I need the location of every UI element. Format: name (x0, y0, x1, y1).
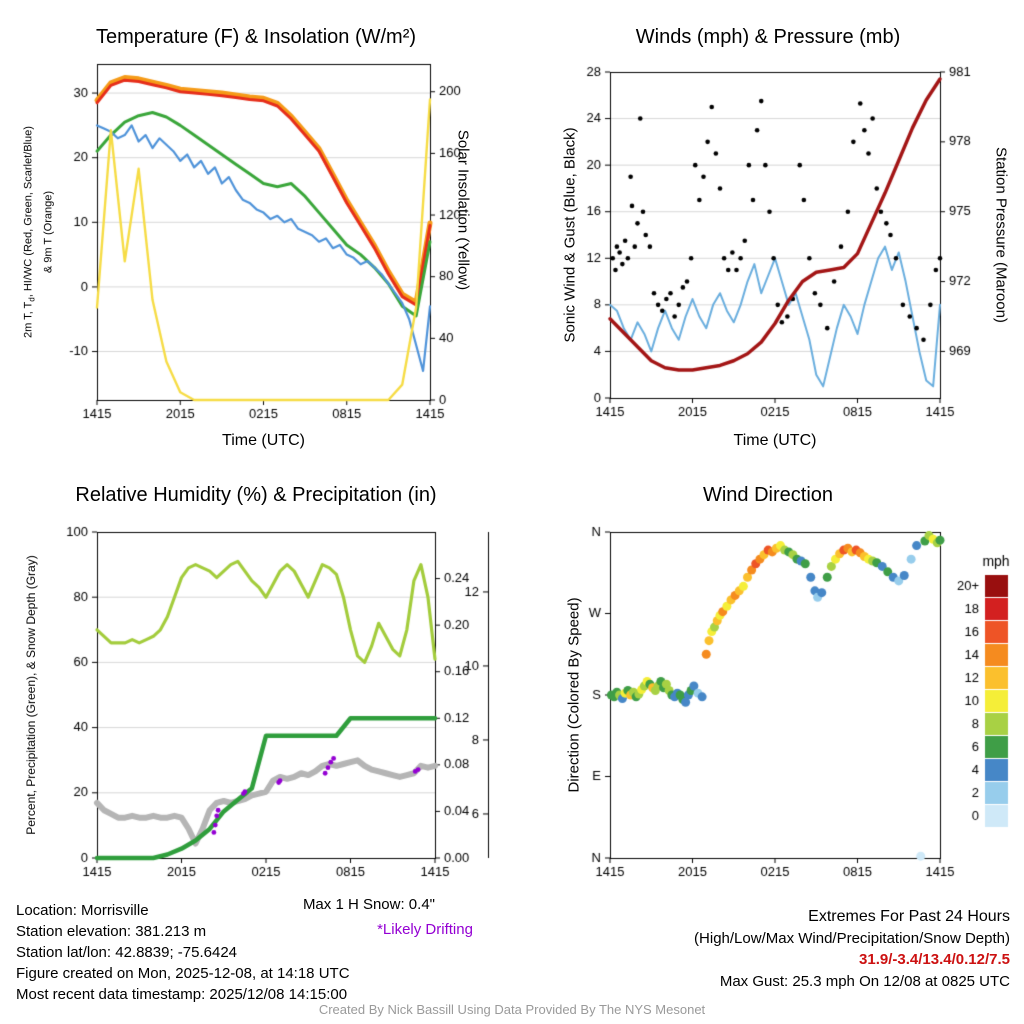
time-axis-label: Time (UTC) (222, 432, 305, 449)
extremes-values: 31.9/-3.4/13.4/0.12/7.5 (859, 951, 1010, 968)
wind-direction-chart: Wind Direction Direction (Colored By Spe… (512, 470, 1024, 915)
time-axis-label: Time (UTC) (733, 432, 817, 449)
wind-pressure-chart-title: Winds (mph) & Pressure (mb) (635, 26, 901, 48)
figure-created-timestamp: Figure created on Mon, 2025-12-08, at 14… (16, 965, 350, 982)
most-recent-data-timestamp: Most recent data timestamp: 2025/12/08 1… (16, 986, 348, 1003)
station-location: Location: Morrisville (16, 902, 149, 919)
humidity-precip-chart: Relative Humidity (%) & Precipitation (i… (0, 470, 512, 915)
wind-pressure-chart: Winds (mph) & Pressure (mb) Sonic Wind &… (512, 0, 1024, 470)
likely-drifting-note: *Likely Drifting (377, 921, 473, 938)
label-subscript: d (27, 297, 37, 302)
humidity-y-axis-label: Percent, Precipitation (Green), & Snow D… (24, 555, 38, 835)
temperature-insolation-chart: Temperature (F) & Insolation (W/m²) 2m T… (0, 0, 512, 470)
humidity-precip-chart-title: Relative Humidity (%) & Precipitation (i… (75, 484, 437, 506)
label-part: , HI/WC (Red, Green, Scarlet/Blue) (22, 126, 35, 298)
wind-pressure-plot (512, 0, 1024, 470)
wind-direction-plot (512, 470, 1024, 915)
max-gust-note: Max Gust: 25.3 mph On 12/08 at 0825 UTC (719, 972, 1010, 990)
pressure-y-axis-label: Station Pressure (Maroon) (992, 147, 1010, 323)
humidity-precip-plot (0, 470, 512, 915)
max-snow-note: Max 1 H Snow: 0.4" (302, 896, 435, 913)
label-part: 2m T, T (22, 301, 35, 338)
label-line2: & 9m T (Orange) (42, 190, 55, 274)
extremes-block: Extremes For Past 24 Hours (High/Low/Max… (694, 906, 1010, 992)
temperature-chart-title: Temperature (F) & Insolation (W/m²) (95, 26, 417, 48)
direction-y-axis-label: Direction (Colored By Speed) (565, 597, 583, 793)
wind-direction-chart-title: Wind Direction (702, 484, 834, 506)
insolation-y-axis-label: Solar Insolation (Yellow) (454, 129, 472, 291)
station-elevation: Station elevation: 381.213 m (16, 923, 207, 940)
footer-credit: Created By Nick Bassill Using Data Provi… (318, 1002, 706, 1017)
station-info: Location: Morrisville Station elevation:… (16, 900, 350, 1005)
wind-y-axis-label: Sonic Wind & Gust (Blue, Black) (561, 127, 579, 343)
temperature-insolation-plot (0, 0, 512, 470)
extremes-subtitle: (High/Low/Max Wind/Precipitation/Snow De… (694, 929, 1010, 947)
station-latlon: Station lat/lon: 42.8839; -75.6424 (16, 944, 238, 961)
temperature-y-axis-label: 2m T, Td, HI/WC (Red, Green, Scarlet/Blu… (20, 126, 57, 338)
extremes-title: Extremes For Past 24 Hours (808, 908, 1010, 925)
